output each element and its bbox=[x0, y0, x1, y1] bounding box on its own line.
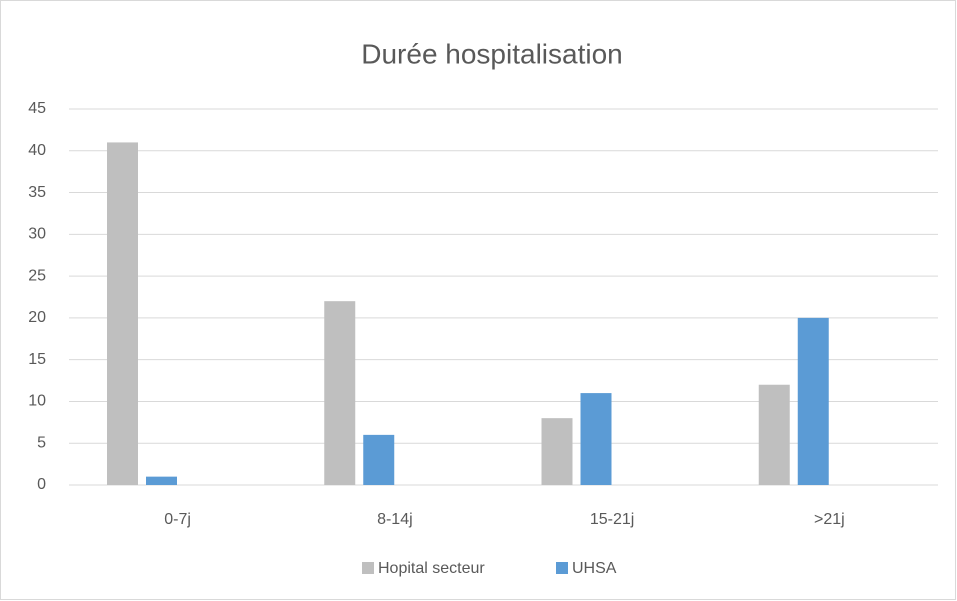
x-tick-label: 15-21j bbox=[590, 511, 634, 528]
y-tick-label: 20 bbox=[28, 309, 46, 326]
bar bbox=[797, 317, 829, 485]
y-tick-label: 5 bbox=[37, 434, 46, 451]
bar bbox=[758, 384, 790, 485]
y-tick-label: 25 bbox=[28, 267, 46, 284]
y-tick-label: 15 bbox=[28, 351, 46, 368]
bar bbox=[363, 434, 395, 485]
bar bbox=[541, 418, 573, 485]
legend-label: UHSA bbox=[572, 560, 617, 577]
y-tick-label: 30 bbox=[28, 226, 46, 243]
bar bbox=[107, 142, 138, 485]
bar bbox=[324, 301, 356, 485]
y-tick-label: 40 bbox=[28, 142, 46, 159]
y-tick-label: 45 bbox=[28, 100, 46, 117]
legend-swatch bbox=[556, 562, 568, 574]
legend-swatch bbox=[362, 562, 374, 574]
y-tick-label: 35 bbox=[28, 184, 46, 201]
x-tick-label: >21j bbox=[814, 511, 845, 528]
bar bbox=[580, 393, 612, 485]
y-tick-label: 10 bbox=[28, 393, 46, 410]
legend-label: Hopital secteur bbox=[378, 560, 485, 577]
bar bbox=[146, 476, 177, 485]
x-tick-label: 0-7j bbox=[164, 511, 191, 528]
x-tick-label: 8-14j bbox=[377, 511, 413, 528]
chart-title: Durée hospitalisation bbox=[361, 38, 623, 69]
y-tick-label: 0 bbox=[37, 476, 46, 493]
